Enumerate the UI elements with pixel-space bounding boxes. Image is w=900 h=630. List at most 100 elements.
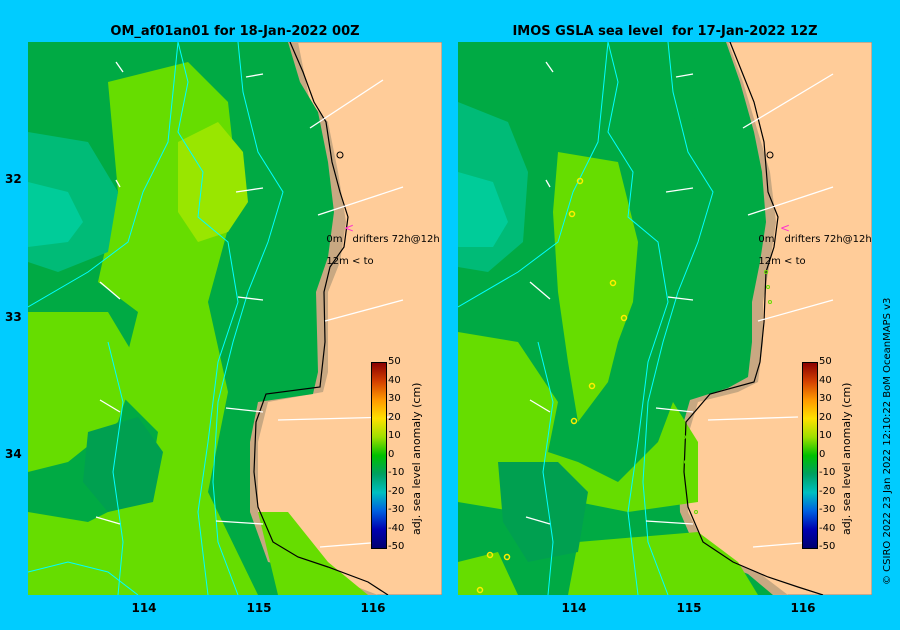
track-point (764, 270, 768, 274)
depth-surface-label: 0m (326, 234, 343, 245)
drifter-arrow (99, 399, 121, 413)
drifter-legend-right: 0m drifters 72h@12h 12m < to (758, 234, 872, 267)
colorbar-tick-label: -30 (819, 504, 836, 515)
sea-teal-zone (28, 182, 83, 247)
track-point (588, 382, 596, 390)
colorbar-tick-label: -10 (819, 467, 836, 478)
colorbar-tick-label: 40 (819, 374, 832, 386)
tide-station-marker (766, 151, 774, 159)
drifter-arrow (95, 516, 121, 525)
drifter-arrow (115, 61, 124, 73)
colorbar-tick-label: 50 (819, 356, 832, 367)
coastal-track-points (682, 270, 772, 514)
drifter-arrow (529, 399, 551, 413)
panel-right-title: IMOS GSLA sea level for 17-Jan-2022 12Z (512, 24, 818, 39)
lon-label: 116 (360, 601, 386, 615)
colorbar-tick-label: -20 (388, 485, 405, 497)
drifter-arrow (645, 520, 694, 525)
drifter-legend-to: to (795, 256, 806, 267)
tide-station-marker (336, 151, 344, 159)
lat-label: 33 (5, 310, 22, 324)
bathymetry-contour (642, 42, 714, 595)
drifter-arrow (707, 416, 799, 421)
coastline (253, 42, 389, 595)
drifter-arrows (95, 61, 404, 548)
colorbar-tick-label: 0 (388, 448, 395, 460)
sea-dark-zone (83, 417, 163, 512)
drifter-legend-text: drifters 72h@12h (784, 234, 872, 245)
drifter-arrow (324, 299, 404, 322)
track-point (684, 460, 688, 464)
colorbar-tick-label: 30 (819, 393, 832, 404)
lon-label: 115 (246, 601, 272, 615)
colorbar-tick-label: -40 (819, 522, 836, 534)
bathymetry-contour (28, 561, 139, 595)
colorbar-tick-label: 40 (388, 374, 401, 386)
drifter-arrow (655, 407, 694, 413)
track-point (690, 490, 694, 494)
credit-text: © CSIRO 2022 23 Jan 2022 12:10:22 BoM Oc… (882, 297, 893, 585)
lat-label: 32 (5, 172, 22, 186)
depth-surface-label: 0m (758, 234, 775, 245)
drifter-arrow (245, 73, 264, 78)
drifter-arrow (115, 179, 121, 188)
drifter-arrow (215, 520, 264, 525)
colorbar-tick-label: -20 (819, 485, 836, 497)
drifter-arrows (525, 61, 834, 548)
sea-light-zone (568, 532, 758, 595)
track-point (768, 300, 772, 304)
sea-light-zone (258, 512, 368, 595)
colorbar-tick-label: 20 (819, 411, 832, 423)
bathymetry-contour (177, 42, 239, 595)
colorbar-tick-label: -50 (388, 541, 405, 552)
colorbar-title: adj. sea level anomaly (cm) (840, 382, 853, 535)
lon-label: 114 (561, 601, 587, 615)
track-point (609, 279, 617, 287)
drifter-arrow (757, 299, 834, 322)
colorbar-right (802, 362, 818, 549)
depth-12m-label: 12m (758, 256, 781, 267)
drifter-legend-to: to (363, 256, 374, 267)
drifter-legend-text: drifters 72h@12h (352, 234, 440, 245)
sea-light-zone (458, 552, 518, 595)
bathymetry-contour (28, 42, 179, 308)
sea-light-zone (553, 152, 638, 422)
track-point (570, 417, 578, 425)
colorbar-left (371, 362, 387, 549)
colorbar-title: adj. sea level anomaly (cm) (410, 382, 423, 535)
colorbar-tick-label: 0 (819, 448, 826, 460)
sea-dark-zone (498, 462, 588, 562)
bathymetry-contour (607, 42, 669, 595)
track-point (682, 435, 686, 439)
map-panel-left: < (28, 42, 442, 595)
colorbar-tick-label: -40 (388, 522, 405, 534)
drifter-arrow (529, 281, 551, 300)
drifter-arrow (99, 281, 121, 300)
drifter-arrow (225, 407, 264, 413)
colorbar-tick-label: 10 (819, 430, 832, 441)
track-point (766, 285, 770, 289)
lon-label: 114 (131, 601, 157, 615)
track-point (476, 586, 484, 594)
bathymetry-contour (537, 341, 554, 595)
drifter-arrow (309, 79, 384, 129)
track-point (576, 177, 584, 185)
colorbar-tick-label: -10 (388, 467, 405, 478)
colorbar-tick-label: -30 (388, 504, 405, 515)
bathymetry-contour (107, 341, 124, 595)
colorbar-tick-label: 50 (388, 356, 401, 367)
track-point (694, 510, 698, 514)
drifter-arrow (237, 296, 264, 301)
lat-label: 34 (5, 447, 22, 461)
drifter-legend-arrow: < (780, 221, 790, 235)
colorbar-tick-label: 30 (388, 393, 401, 404)
altimeter-track-points (476, 177, 628, 594)
coastline (683, 42, 824, 595)
drifter-arrow (742, 73, 834, 129)
drifter-arrow (747, 186, 834, 216)
track-point (486, 551, 494, 559)
drifter-legend-arrow: < (344, 221, 354, 235)
bathymetry-contour (458, 42, 609, 308)
map-panel-right: < (458, 42, 872, 595)
colorbar-tick-label: 20 (388, 411, 401, 423)
